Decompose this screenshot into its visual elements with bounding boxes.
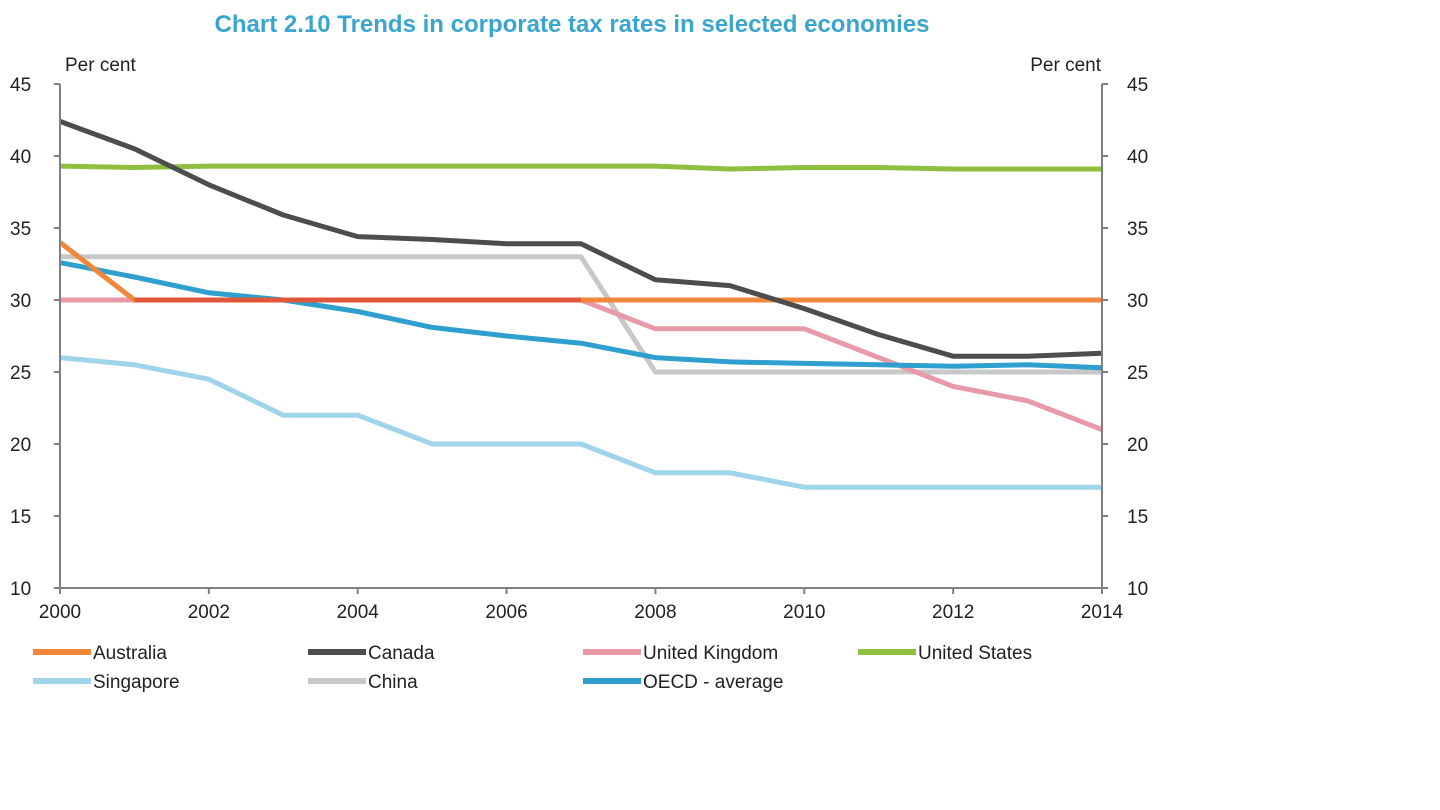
x-tick-label: 2010 — [783, 602, 825, 623]
series-line-oecd-average — [59, 260, 1103, 371]
x-tick-label: 2014 — [1081, 602, 1124, 623]
right-y-tick-label: 15 — [1127, 507, 1148, 528]
left-y-tick-label: 40 — [10, 147, 31, 168]
x-tick-label: 2004 — [337, 602, 380, 623]
x-tick-label: 2006 — [485, 602, 527, 623]
left-y-tick-label: 45 — [10, 75, 31, 96]
series-line-canada — [59, 119, 1103, 359]
series-line-united-states — [59, 163, 1102, 172]
left-y-tick-label: 30 — [10, 291, 31, 312]
x-tick-label: 2008 — [634, 602, 676, 623]
left-y-tick-label: 25 — [10, 363, 31, 384]
left-axis-unit-label: Per cent — [65, 55, 136, 76]
plot-lines — [58, 119, 1103, 490]
left-y-tick-label: 35 — [10, 219, 31, 240]
right-y-tick-label: 10 — [1127, 579, 1148, 600]
right-y-tick-label: 40 — [1127, 147, 1148, 168]
legend-label-singapore: Singapore — [93, 672, 180, 693]
series-line-singapore — [59, 355, 1102, 490]
right-y-tick-label: 45 — [1127, 75, 1148, 96]
x-tick-label: 2012 — [932, 602, 974, 623]
x-tick-label: 2000 — [39, 602, 81, 623]
left-y-tick-label: 20 — [10, 435, 31, 456]
right-y-tick-label: 25 — [1127, 363, 1148, 384]
chart-title: Chart 2.10 Trends in corporate tax rates… — [215, 11, 930, 38]
right-axis-unit-label: Per cent — [1030, 55, 1101, 76]
axis-ticks: 10 10 15 15 20 20 25 25 30 30 35 35 40 40 45 45 2000 2002… — [10, 75, 1148, 623]
right-y-tick-label: 35 — [1127, 219, 1148, 240]
right-y-tick-label: 30 — [1127, 291, 1148, 312]
plot-axes — [59, 84, 1103, 589]
legend-label-australia: Australia — [93, 643, 167, 664]
legend-label-oecd-average: OECD - average — [643, 672, 783, 693]
legend-label-united-states: United States — [918, 643, 1032, 664]
series-line-china — [60, 254, 1102, 375]
legend: Australia Canada United Kingdom United Stat… — [33, 643, 1032, 693]
legend-label-united-kingdom: United Kingdom — [643, 643, 778, 664]
x-tick-label: 2002 — [188, 602, 230, 623]
left-y-tick-label: 10 — [10, 579, 31, 600]
left-y-tick-label: 15 — [10, 507, 31, 528]
legend-label-china: China — [368, 672, 418, 693]
legend-label-canada: Canada — [368, 643, 435, 664]
right-y-tick-label: 20 — [1127, 435, 1148, 456]
